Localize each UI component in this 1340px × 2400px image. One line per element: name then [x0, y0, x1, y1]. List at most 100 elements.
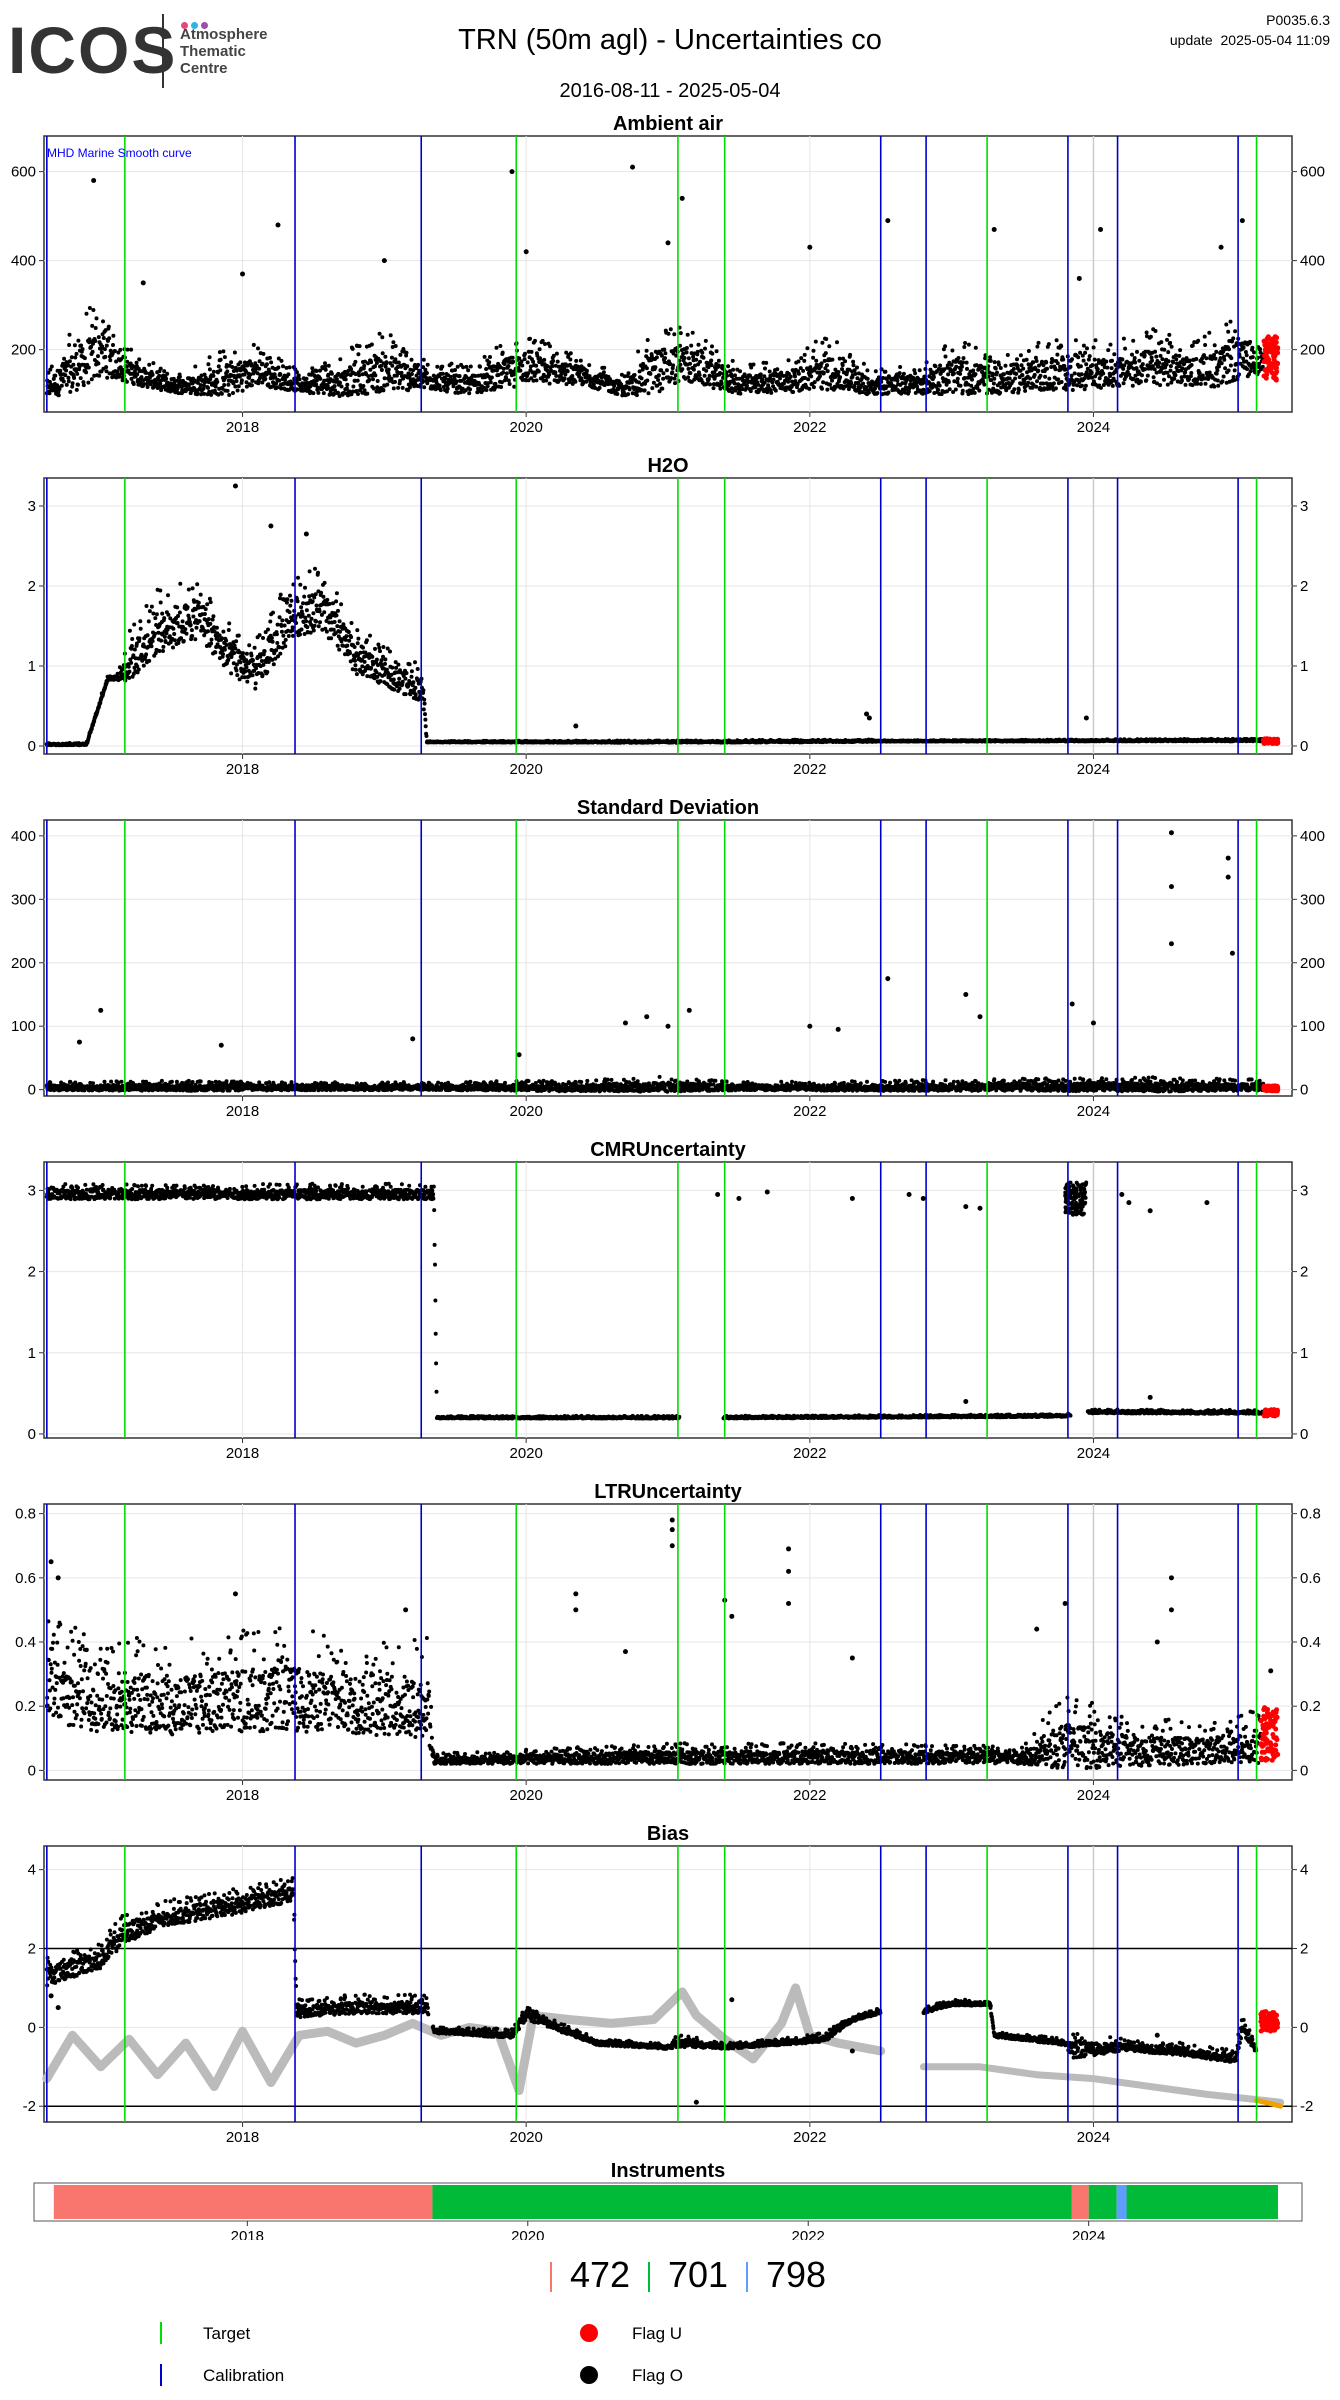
data-point: [73, 355, 78, 360]
data-point: [286, 634, 291, 638]
data-point: [151, 361, 156, 366]
data-point: [811, 355, 816, 360]
data-point: [283, 378, 287, 382]
data-point: [861, 381, 866, 386]
data-point: [127, 628, 132, 633]
data-point: [973, 372, 978, 377]
data-point: [353, 372, 358, 377]
data-point: [405, 364, 410, 369]
data-point: [75, 371, 80, 376]
data-point: [548, 344, 552, 349]
data-point: [1051, 381, 1056, 386]
data-point: [251, 658, 255, 663]
data-point: [373, 364, 377, 369]
data-point: [701, 355, 706, 360]
data-point: [214, 625, 219, 630]
data-point: [208, 600, 213, 605]
data-point: [1214, 349, 1219, 354]
data-point: [339, 384, 344, 389]
data-point: [355, 378, 360, 383]
outlier-point: [679, 195, 685, 201]
data-point: [199, 392, 204, 397]
data-point: [47, 391, 52, 396]
data-point: [645, 378, 650, 383]
logo-subtitle-line: Thematic: [180, 43, 246, 60]
data-point: [63, 373, 68, 378]
outlier-point: [381, 258, 387, 264]
data-point: [960, 388, 965, 393]
data-point: [234, 662, 239, 667]
data-point: [329, 636, 334, 641]
data-point: [1248, 339, 1253, 344]
data-point: [695, 349, 700, 354]
icos-logo: ICOS: [8, 13, 178, 87]
data-point: [396, 360, 401, 365]
data-point: [186, 383, 191, 388]
data-point: [1145, 373, 1150, 378]
data-point: [1047, 376, 1052, 381]
data-point: [1198, 382, 1203, 386]
outlier-point: [1218, 244, 1224, 250]
data-point: [383, 354, 388, 359]
data-point: [90, 323, 95, 328]
data-point: [178, 581, 183, 586]
data-point: [188, 622, 193, 627]
data-point: [253, 686, 258, 691]
data-point: [334, 613, 339, 618]
data-point: [386, 367, 391, 372]
data-point: [361, 384, 366, 388]
data-point: [377, 331, 382, 336]
data-point: [277, 645, 282, 650]
data-point: [276, 365, 281, 370]
data-point: [1062, 364, 1067, 368]
data-point: [1189, 363, 1194, 367]
data-point: [875, 391, 880, 395]
data-point: [1093, 338, 1098, 343]
data-point: [271, 380, 275, 385]
data-point: [270, 639, 275, 644]
data-point: [1092, 357, 1097, 362]
data-point: [305, 625, 310, 630]
data-point: [324, 629, 329, 634]
data-point: [684, 350, 689, 355]
data-point: [265, 670, 270, 674]
data-point: [374, 361, 379, 365]
logo-subtitle-line: Atmosphere: [180, 26, 268, 43]
data-point: [1138, 379, 1143, 384]
data-point: [523, 351, 527, 356]
data-point: [438, 388, 443, 393]
data-point: [249, 383, 254, 388]
data-point: [389, 355, 394, 360]
data-point: [356, 352, 361, 357]
flag-u-point: [1265, 334, 1271, 340]
data-point: [825, 387, 830, 392]
data-point: [678, 331, 683, 336]
data-point: [1121, 381, 1126, 386]
data-point: [281, 633, 286, 638]
data-point: [955, 376, 960, 381]
data-point: [165, 371, 170, 376]
data-point: [147, 362, 152, 367]
data-point: [304, 376, 309, 381]
data-point: [1224, 322, 1229, 327]
data-point: [185, 605, 190, 610]
data-point: [694, 357, 699, 362]
data-point: [801, 368, 806, 373]
data-point: [312, 623, 317, 628]
data-point: [53, 373, 58, 378]
data-point: [314, 369, 319, 373]
data-point: [176, 614, 180, 618]
data-point: [425, 362, 430, 367]
data-point: [958, 383, 963, 388]
data-point: [145, 633, 150, 638]
data-point: [323, 361, 327, 366]
data-point: [254, 364, 259, 368]
data-point: [298, 632, 302, 637]
data-point: [102, 347, 107, 352]
data-point: [373, 373, 378, 378]
update-label: update 2025-05-04 11:09: [1169, 32, 1330, 48]
data-point: [257, 366, 262, 371]
flag-u-point: [1264, 366, 1270, 372]
data-point: [125, 359, 130, 364]
data-point: [851, 363, 856, 368]
